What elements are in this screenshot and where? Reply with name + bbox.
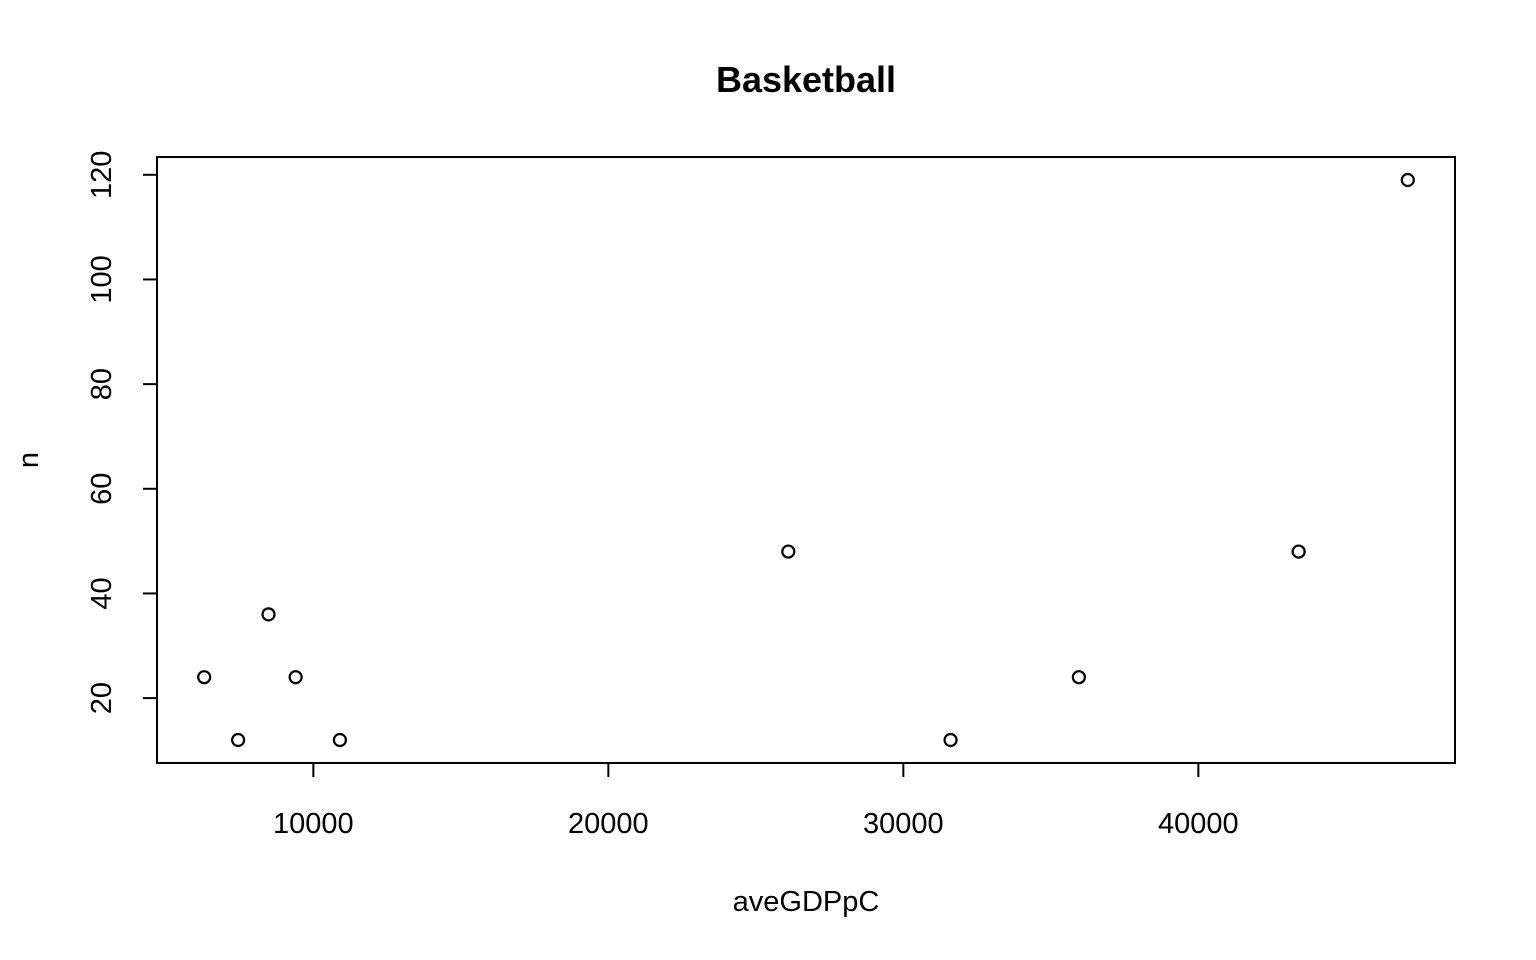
y-tick-label: 120 bbox=[86, 151, 118, 199]
data-point bbox=[288, 670, 303, 685]
data-point bbox=[1291, 544, 1306, 559]
data-point bbox=[943, 732, 958, 748]
y-tick-label: 20 bbox=[86, 682, 118, 714]
y-tick-label: 60 bbox=[86, 473, 118, 505]
x-tick-label: 20000 bbox=[568, 808, 649, 840]
data-point bbox=[231, 732, 246, 748]
x-tick-label: 30000 bbox=[863, 808, 944, 840]
chart-title: Basketball bbox=[716, 59, 896, 100]
y-tick-label: 40 bbox=[86, 577, 118, 609]
data-point bbox=[197, 670, 212, 685]
y-axis: 20 40 60 80 100 120 bbox=[86, 151, 157, 714]
x-axis-label: aveGDPpC bbox=[733, 886, 880, 918]
y-axis-label: n bbox=[13, 452, 45, 468]
data-point bbox=[332, 732, 347, 748]
data-point bbox=[1071, 670, 1086, 685]
y-tick-label: 100 bbox=[86, 255, 118, 303]
y-tick-label: 80 bbox=[86, 368, 118, 400]
x-axis: 10000 20000 30000 40000 bbox=[273, 763, 1239, 840]
data-point bbox=[781, 544, 796, 559]
data-points bbox=[197, 172, 1415, 748]
x-tick-label: 40000 bbox=[1158, 808, 1239, 840]
x-tick-label: 10000 bbox=[273, 808, 354, 840]
plot-frame bbox=[156, 156, 1456, 764]
data-point bbox=[261, 607, 276, 622]
data-point bbox=[1400, 172, 1415, 188]
